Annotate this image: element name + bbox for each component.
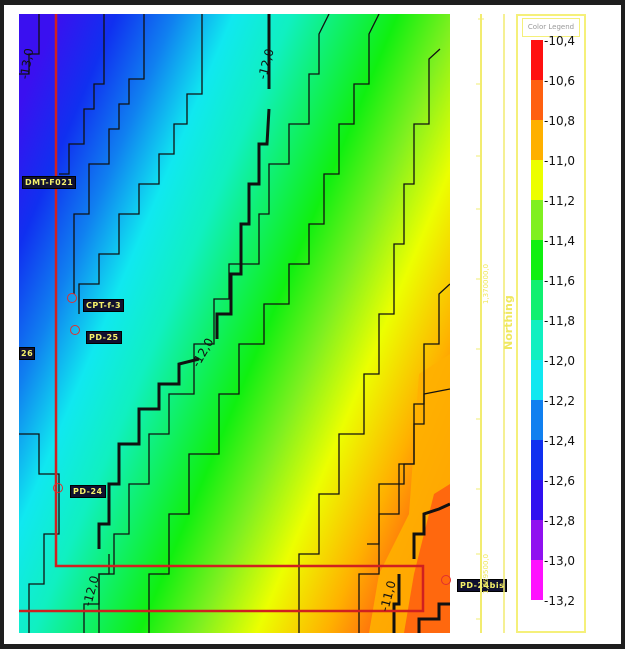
northing-tick-label: 1,370000,0: [482, 263, 490, 304]
legend-tick-label: -13,2: [544, 594, 576, 608]
legend-tick-label: -12,4: [544, 434, 576, 448]
well-marker-icon[interactable]: [67, 293, 77, 303]
legend-tick-label: -11,4: [544, 234, 576, 248]
well-marker-icon[interactable]: [70, 325, 80, 335]
contour-surface: [19, 14, 450, 633]
well-label-cpt-f-3[interactable]: CPT-f-3: [83, 299, 125, 312]
legend-tick-label: -12,6: [544, 474, 576, 488]
legend-color-bar: [531, 40, 543, 600]
legend-tick-label: -10,4: [544, 34, 576, 48]
well-label-edge[interactable]: 26: [19, 347, 36, 360]
legend-swatch: [531, 240, 543, 280]
legend-tick-label: -11,2: [544, 194, 576, 208]
legend-swatch: [531, 400, 543, 440]
legend-swatch: [531, 560, 543, 600]
legend-swatch: [531, 120, 543, 160]
legend-tick-label: -13,0: [544, 554, 576, 568]
legend-tick-label: -11,8: [544, 314, 576, 328]
legend-title: Color Legend: [522, 18, 580, 37]
legend-swatch: [531, 320, 543, 360]
well-marker-icon[interactable]: [441, 575, 451, 585]
color-legend: Color Legend -10,4 -10,6 -10,8 -11,0 -11…: [516, 14, 586, 633]
legend-tick-label: -10,6: [544, 74, 576, 88]
northing-tick-label: 1,369500,0: [482, 553, 490, 594]
legend-swatch: [531, 520, 543, 560]
legend-swatch: [531, 480, 543, 520]
northing-axis-line: [476, 14, 505, 633]
well-label-dmt-f021[interactable]: DMT-F021: [22, 176, 77, 189]
well-label-pd-25[interactable]: PD-25: [86, 331, 122, 344]
legend-swatch: [531, 160, 543, 200]
legend-tick-label: -12,8: [544, 514, 576, 528]
legend-swatch: [531, 440, 543, 480]
legend-tick-label: -11,0: [544, 154, 576, 168]
legend-swatch: [531, 200, 543, 240]
legend-tick-label: -12,0: [544, 354, 576, 368]
northing-axis-title: Northing: [502, 295, 515, 350]
contour-map[interactable]: -13,0 -12,0 -12,0 -12,0 -11,0: [19, 14, 450, 633]
legend-swatch: [531, 80, 543, 120]
legend-tick-label: -11,6: [544, 274, 576, 288]
legend-swatch: [531, 280, 543, 320]
legend-swatch: [531, 360, 543, 400]
legend-tick-label: -12,2: [544, 394, 576, 408]
well-label-pd-24[interactable]: PD-24: [70, 485, 106, 498]
legend-swatch: [531, 40, 543, 80]
legend-tick-label: -10,8: [544, 114, 576, 128]
well-marker-icon[interactable]: [53, 483, 63, 493]
northing-axis: 1,370000,0 1,369500,0 Northing: [466, 14, 515, 634]
